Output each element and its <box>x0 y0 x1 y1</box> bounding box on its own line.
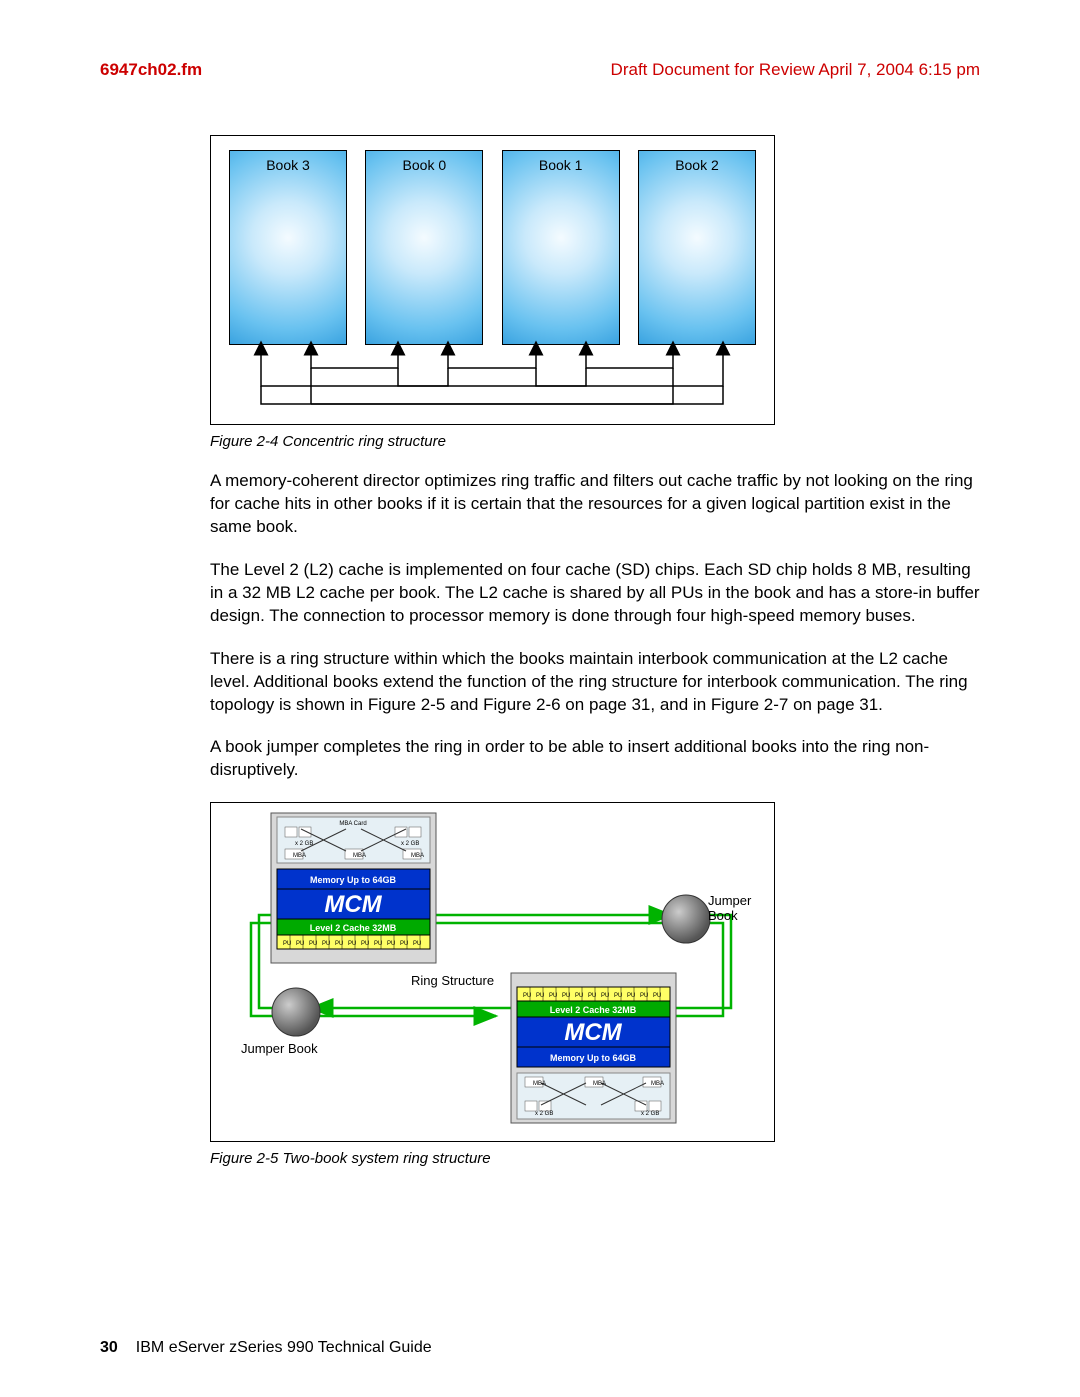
svg-text:Memory Up to 64GB: Memory Up to 64GB <box>310 875 397 885</box>
jumper-label-top: Jumper Book <box>708 893 774 923</box>
jumper-label-bottom: Jumper Book <box>241 1041 318 1056</box>
header-filename: 6947ch02.fm <box>100 60 202 80</box>
figure-2-5: MBA Card x 2 GB x 2 GB MBA MB <box>210 802 775 1142</box>
svg-text:Level 2 Cache 32MB: Level 2 Cache 32MB <box>310 923 397 933</box>
svg-text:x 2 GB: x 2 GB <box>641 1111 659 1117</box>
svg-text:Level 2 Cache 32MB: Level 2 Cache 32MB <box>550 1005 637 1015</box>
page-footer: 30 IBM eServer zSeries 990 Technical Guid… <box>100 1339 432 1357</box>
para-2: The Level 2 (L2) cache is implemented on… <box>210 559 980 628</box>
svg-text:x 2 GB: x 2 GB <box>535 1111 553 1117</box>
ring-structure-label: Ring Structure <box>411 973 494 988</box>
svg-text:MBA: MBA <box>651 1081 664 1087</box>
svg-text:x 2 GB: x 2 GB <box>401 841 419 847</box>
svg-text:MBA: MBA <box>293 853 306 859</box>
svg-text:MBA: MBA <box>353 853 366 859</box>
ring-connections <box>211 136 776 426</box>
svg-text:MCM: MCM <box>324 891 382 918</box>
svg-text:MBA: MBA <box>533 1081 546 1087</box>
svg-text:Memory Up to 64GB: Memory Up to 64GB <box>550 1053 637 1063</box>
svg-text:MCM: MCM <box>564 1019 622 1046</box>
para-4: A book jumper completes the ring in orde… <box>210 736 980 782</box>
para-1: A memory-coherent director optimizes rin… <box>210 470 980 539</box>
header-draft: Draft Document for Review April 7, 2004 … <box>611 60 980 80</box>
page-number: 30 <box>100 1339 118 1356</box>
svg-text:MBA: MBA <box>593 1081 606 1087</box>
svg-text:x 2 GB: x 2 GB <box>295 841 313 847</box>
svg-text:MBA: MBA <box>411 853 424 859</box>
footer-title: IBM eServer zSeries 990 Technical Guide <box>136 1339 432 1356</box>
figure-2-5-caption: Figure 2-5 Two-book system ring structur… <box>210 1150 980 1167</box>
para-3: There is a ring structure within which t… <box>210 648 980 717</box>
svg-text:MBA Card: MBA Card <box>339 821 366 827</box>
figure-2-4: Book 3 Book 0 Book 1 Book 2 <box>210 135 775 425</box>
figure-2-4-caption: Figure 2-4 Concentric ring structure <box>210 433 980 450</box>
